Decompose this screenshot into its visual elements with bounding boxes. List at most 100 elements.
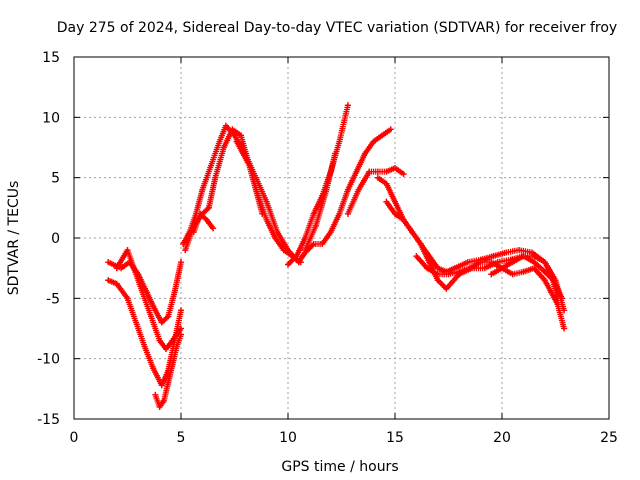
data-point — [130, 265, 137, 272]
data-point — [490, 253, 497, 260]
data-point — [113, 265, 120, 272]
y-tick-label: -5 — [46, 291, 60, 307]
data-point — [295, 259, 302, 266]
data-point — [344, 186, 351, 193]
data-point — [456, 268, 463, 275]
x-axis-label: GPS time / hours — [281, 459, 398, 475]
data-point — [413, 253, 420, 260]
data-point — [370, 138, 377, 145]
data-point — [379, 132, 386, 139]
series-track-3 — [113, 247, 184, 353]
data-point — [199, 186, 206, 193]
data-point — [178, 307, 184, 314]
data-point — [310, 241, 317, 248]
data-point — [392, 165, 398, 172]
y-axis-label: SDTVAR / TECUs — [6, 181, 22, 296]
data-point — [212, 174, 219, 181]
data-point — [366, 168, 373, 175]
data-point — [509, 271, 516, 278]
data-point — [150, 365, 157, 372]
data-point — [434, 265, 441, 272]
data-point — [409, 228, 416, 235]
data-point — [165, 379, 172, 386]
data-point — [327, 228, 334, 235]
series-track-16 — [488, 253, 561, 302]
data-point — [344, 210, 351, 217]
data-point — [481, 265, 488, 272]
data-point — [554, 295, 561, 302]
data-point — [353, 168, 360, 175]
data-point — [158, 382, 165, 389]
data-point — [443, 285, 450, 292]
data-point — [169, 337, 176, 344]
data-point — [466, 265, 473, 272]
data-point — [152, 391, 159, 398]
data-point — [246, 162, 253, 169]
data-point — [259, 210, 266, 217]
data-point — [520, 253, 527, 260]
data-point — [387, 126, 394, 133]
data-point — [240, 150, 247, 157]
data-point — [392, 210, 398, 217]
data-point — [152, 307, 159, 314]
data-point — [113, 280, 120, 287]
data-point — [205, 204, 212, 211]
data-point — [220, 144, 227, 151]
data-point — [280, 247, 287, 254]
data-point — [124, 295, 131, 302]
series-track-8 — [233, 138, 266, 217]
data-point — [509, 259, 516, 266]
data-point — [434, 271, 441, 278]
data-point — [477, 259, 484, 266]
series-track-11 — [302, 150, 339, 254]
data-point — [160, 397, 167, 404]
data-points — [105, 102, 568, 410]
data-point — [141, 343, 148, 350]
x-tick-label: 25 — [600, 430, 618, 446]
data-point — [197, 210, 204, 217]
data-point — [362, 150, 369, 157]
series-track-7 — [190, 210, 217, 235]
data-point — [263, 198, 270, 205]
data-point — [171, 289, 178, 296]
data-point — [158, 319, 165, 326]
y-tick-label: 15 — [42, 50, 60, 66]
data-point — [323, 186, 330, 193]
data-point — [400, 171, 407, 178]
data-point — [417, 241, 424, 248]
data-point — [488, 271, 495, 278]
data-point — [554, 301, 561, 308]
data-point — [139, 289, 146, 296]
data-point — [548, 271, 555, 278]
data-point — [426, 253, 433, 260]
data-point — [203, 216, 210, 223]
data-point — [332, 150, 339, 157]
x-tick-label: 15 — [386, 430, 404, 446]
data-point — [374, 174, 381, 181]
data-point — [464, 259, 471, 266]
data-point — [105, 277, 112, 284]
data-point — [133, 319, 140, 326]
data-point — [233, 138, 240, 145]
data-point — [488, 259, 495, 266]
data-point — [163, 346, 170, 353]
data-point — [302, 235, 309, 241]
data-point — [216, 138, 223, 145]
data-point — [182, 247, 189, 254]
data-point — [355, 186, 362, 193]
data-point — [252, 186, 259, 193]
data-point — [383, 180, 390, 187]
data-point — [190, 228, 197, 235]
data-point — [312, 222, 319, 229]
data-point — [541, 259, 548, 266]
x-tick-label: 5 — [177, 430, 186, 446]
x-tick-label: 10 — [279, 430, 297, 446]
y-tick-label: -15 — [37, 412, 60, 428]
data-point — [541, 277, 548, 284]
data-point — [499, 265, 505, 272]
x-tick-label: 0 — [70, 430, 79, 446]
data-point — [237, 132, 244, 139]
data-point — [541, 268, 548, 275]
axes: 0 5 10 15 20 25 -15 -10 -5 0 5 10 15 — [37, 50, 618, 446]
